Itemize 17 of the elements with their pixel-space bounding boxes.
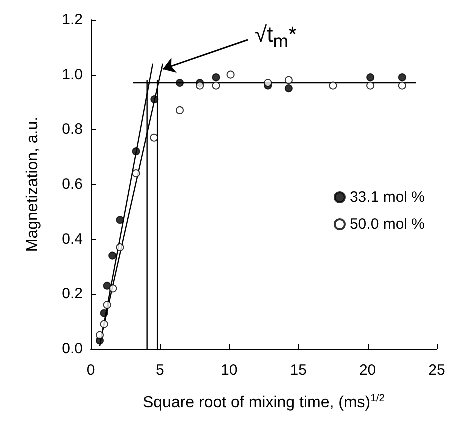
x-tick-label: 0 xyxy=(86,362,96,379)
y-tick-label: 1.0 xyxy=(62,66,83,84)
x-tick-label: 25 xyxy=(428,362,446,379)
x-tick-label: 15 xyxy=(290,362,307,379)
y-tick-label: 0.6 xyxy=(62,176,83,193)
x-tick-label: 10 xyxy=(221,362,238,379)
y-axis-title: Magnetization, a.u. xyxy=(24,116,42,252)
y-tick-label: 1.2 xyxy=(62,12,83,28)
annotation: √t$_{m}$* xyxy=(255,22,298,52)
y-tick-label: 0.8 xyxy=(62,121,83,138)
legend-label: 50.0 mol % xyxy=(350,216,426,233)
y-tick-label: 0.0 xyxy=(62,340,83,358)
y-tick-label: 0.4 xyxy=(62,230,83,248)
x-tick-label: 5 xyxy=(156,362,164,379)
y-tick-label: 0.2 xyxy=(62,286,83,303)
legend-label: 33.1 mol % xyxy=(350,189,426,206)
x-tick-label: 20 xyxy=(359,362,376,379)
